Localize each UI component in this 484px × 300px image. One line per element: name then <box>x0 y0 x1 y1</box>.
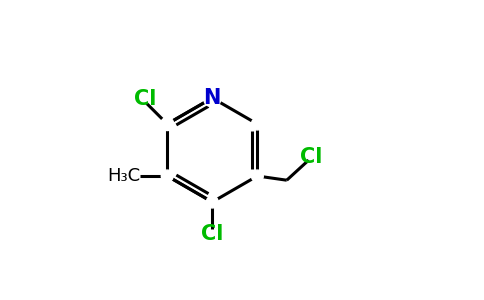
Ellipse shape <box>251 170 263 182</box>
Ellipse shape <box>206 196 218 208</box>
Ellipse shape <box>161 170 173 182</box>
Text: Cl: Cl <box>134 89 156 109</box>
Ellipse shape <box>203 89 221 107</box>
Text: Cl: Cl <box>301 147 323 167</box>
Text: Cl: Cl <box>201 224 224 244</box>
Ellipse shape <box>251 118 263 130</box>
Text: H₃C: H₃C <box>107 167 141 185</box>
Text: N: N <box>204 88 221 108</box>
Ellipse shape <box>161 118 174 130</box>
